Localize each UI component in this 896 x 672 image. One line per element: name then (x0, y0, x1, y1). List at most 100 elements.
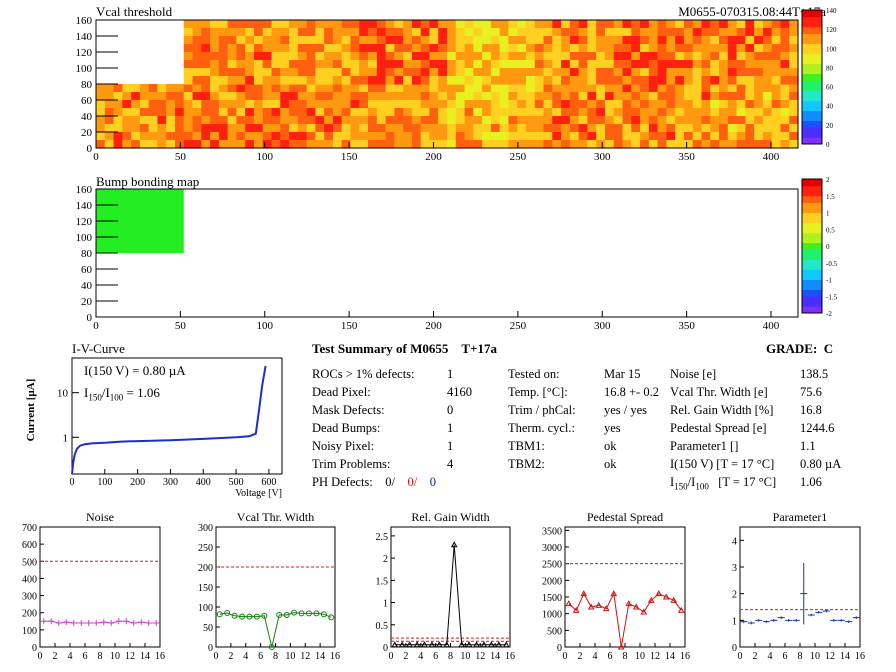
summary-value: 4 (447, 457, 454, 471)
heatmap-cell (245, 132, 255, 141)
heatmap-cell (332, 20, 343, 29)
heatmap-cell (253, 44, 264, 53)
heatmap-cell (719, 140, 729, 149)
heatmap-cell (376, 108, 387, 117)
x-tick-label: 0 (93, 320, 99, 332)
heatmap-cell (648, 52, 659, 61)
heatmap-cell (131, 140, 141, 149)
heatmap-cell (315, 44, 325, 53)
heatmap-cell (271, 44, 281, 53)
heatmap-cell (271, 116, 281, 125)
heatmap-cell (122, 132, 132, 141)
heatmap-cell (534, 100, 545, 109)
heatmap-cell (561, 116, 571, 125)
heatmap-cell (297, 92, 308, 101)
heatmap-cell (666, 28, 676, 37)
data-point (320, 611, 327, 618)
heatmap-cell (131, 100, 141, 109)
heatmap-cell (376, 60, 387, 69)
heatmap-cell (552, 52, 562, 61)
summary-label: Noisy Pixel: (312, 439, 375, 453)
heatmap-cell (736, 36, 746, 45)
heatmap-cell (719, 108, 729, 117)
heatmap-cell (420, 60, 431, 69)
heatmap-cell (482, 132, 492, 141)
x-tick-label: 8 (623, 651, 628, 662)
data-point (153, 620, 160, 626)
heatmap-cell (508, 108, 518, 117)
heatmap-cell (727, 92, 738, 101)
color-scale-band (802, 20, 822, 24)
heatmap-cell (350, 84, 360, 93)
heatmap-cell (271, 140, 281, 149)
scale-tick-label: -1 (826, 277, 832, 285)
heatmap-cell (534, 60, 545, 69)
y-tick-label: 1500 (542, 593, 562, 604)
heatmap-cell (754, 28, 764, 37)
heatmap-cell (771, 84, 782, 93)
heatmap-cell (613, 68, 624, 77)
heatmap-cell (666, 108, 676, 117)
color-scale-band (802, 249, 822, 254)
heatmap-cell (359, 92, 369, 101)
heatmap-cell (727, 52, 738, 61)
heatmap-cell (596, 44, 606, 53)
heatmap-cell (306, 36, 316, 45)
heatmap-cell (613, 100, 624, 109)
data-point (398, 641, 406, 648)
heatmap-cell (324, 60, 334, 69)
y-tick-label: 40 (81, 111, 93, 123)
heatmap-cell (683, 92, 694, 101)
heatmap-cell (385, 52, 395, 61)
heatmap-cell (359, 68, 369, 77)
y-tick-label: 1 (383, 599, 388, 610)
data-point (123, 618, 130, 625)
heatmap-cell (438, 36, 448, 45)
heatmap-cell (201, 140, 211, 149)
heatmap-cell (587, 68, 597, 77)
y-tick-label: 0 (87, 143, 93, 155)
heatmap-cell (640, 20, 650, 29)
heatmap-cell (701, 20, 711, 29)
heatmap-cell (210, 140, 220, 149)
heatmap-cell (139, 108, 150, 117)
heatmap-cell (587, 108, 597, 117)
scale-tick-label: 20 (826, 122, 834, 130)
heatmap-cell (596, 108, 606, 117)
heatmap-cell (403, 76, 413, 85)
heatmap-cell (192, 108, 202, 117)
heatmap-cell (350, 140, 360, 149)
heatmap-cell (525, 52, 536, 61)
heatmap-cell (324, 20, 334, 29)
heatmap-cell (578, 20, 588, 29)
heatmap-cell (455, 28, 466, 37)
summary-middle-labels: Tested on: Temp. [°C]: Trim / phCal: The… (508, 365, 576, 473)
heatmap-cell (552, 140, 562, 149)
heatmap-cell (420, 68, 431, 77)
heatmap-cell (675, 124, 685, 133)
heatmap-cell (543, 100, 553, 109)
heatmap-cell (675, 116, 685, 125)
x-tick-label: 350 (678, 151, 695, 163)
heatmap-cell (96, 84, 106, 93)
data-point (785, 619, 793, 622)
heatmap-cell (429, 100, 439, 109)
heatmap-cell (666, 84, 676, 93)
heatmap-cell (359, 84, 369, 93)
heatmap-cell (368, 84, 378, 93)
heatmap-cell (227, 100, 237, 109)
heatmap-cell (692, 84, 703, 93)
heatmap-cell (719, 100, 729, 109)
heatmap-cell (297, 100, 308, 109)
heatmap-cell (745, 20, 755, 29)
heatmap-cell (262, 44, 273, 53)
heatmap-cell (96, 100, 106, 109)
heatmap-cell (719, 68, 729, 77)
y-tick-label: 0 (557, 643, 562, 654)
heatmap-cell (762, 108, 773, 117)
x-tick-label: 16 (330, 651, 340, 662)
heatmap-cell (157, 92, 167, 101)
heatmap-cell (122, 84, 132, 93)
color-scale-band (802, 117, 822, 122)
